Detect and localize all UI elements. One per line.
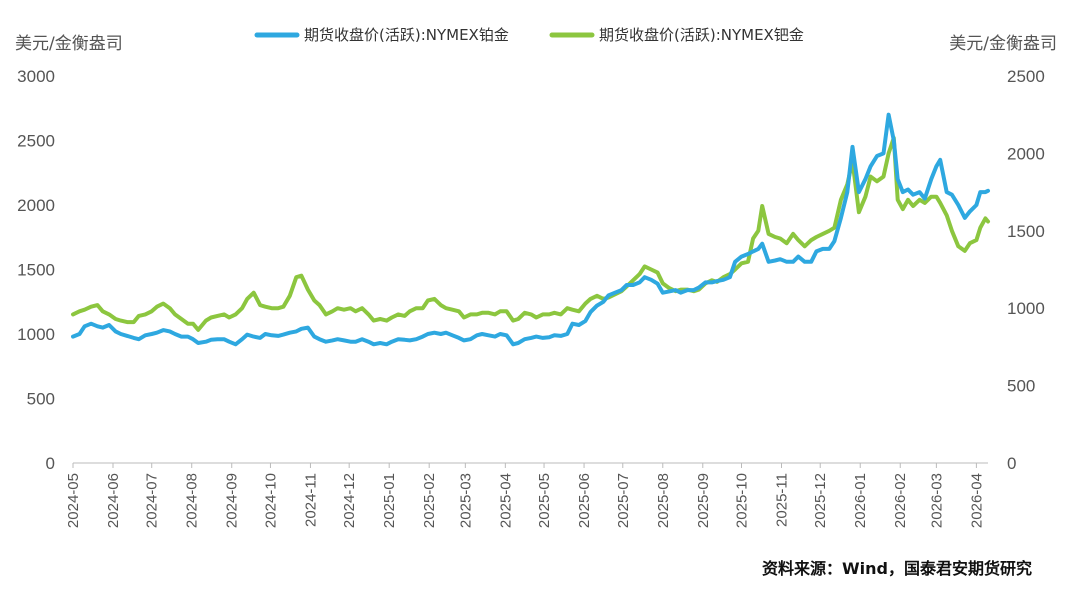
x-tick-label: 2026-03 <box>928 473 945 528</box>
y-left-tick-label: 1500 <box>17 261 55 280</box>
x-tick-label: 2026-02 <box>892 473 909 528</box>
x-tick-label: 2024-11 <box>302 473 319 527</box>
y-right-unit-label: 美元/金衡盎司 <box>949 34 1057 54</box>
x-tick-label: 2024-09 <box>224 473 241 528</box>
y-left-tick-label: 1000 <box>17 325 55 344</box>
y-right-tick-label: 2000 <box>1007 144 1045 163</box>
x-tick-label: 2025-08 <box>655 473 672 528</box>
x-tick-label: 2025-01 <box>381 473 398 528</box>
x-tick-label: 2026-04 <box>968 473 985 528</box>
y-left-tick-label: 2000 <box>17 196 55 215</box>
x-tick-label: 2025-02 <box>421 473 438 528</box>
y-right-tick-label: 1000 <box>1007 299 1045 318</box>
legend-label-platinum: 期货收盘价(活跃):NYMEX铂金 <box>304 26 509 44</box>
y-left-tick-label: 500 <box>27 390 55 409</box>
x-tick-label: 2024-06 <box>105 473 122 528</box>
source-note: 资料来源：Wind，国泰君安期货研究 <box>762 559 1032 578</box>
x-tick-label: 2025-03 <box>457 473 474 528</box>
y-left-unit-label: 美元/金衡盎司 <box>15 34 123 54</box>
x-tick-label: 2024-12 <box>341 473 358 528</box>
x-tick-label: 2024-07 <box>144 473 161 528</box>
y-right-tick-label: 500 <box>1007 377 1035 396</box>
x-tick-label: 2025-05 <box>536 473 553 528</box>
series-line-platinum <box>71 112 990 347</box>
y-left-tick-label: 2500 <box>17 132 55 151</box>
x-tick-label: 2024-05 <box>65 473 82 528</box>
series-lines <box>71 112 990 347</box>
x-tick-label: 2025-10 <box>734 473 751 528</box>
legend: 期货收盘价(活跃):NYMEX铂金 期货收盘价(活跃):NYMEX钯金 <box>254 26 804 44</box>
x-tick-label: 2025-07 <box>615 473 632 528</box>
x-tick-label: 2025-04 <box>497 473 514 528</box>
x-tick-label: 2025-12 <box>812 473 829 528</box>
legend-label-palladium: 期货收盘价(活跃):NYMEX钯金 <box>599 26 804 44</box>
x-tick-label: 2025-09 <box>695 473 712 528</box>
y-left-tick-label: 0 <box>46 454 55 473</box>
y-right-tick-label: 1500 <box>1007 222 1045 241</box>
x-tick-label: 2026-01 <box>852 473 869 528</box>
y-left-axis: 0 500 1000 1500 2000 2500 3000 <box>17 67 55 473</box>
y-right-tick-label: 0 <box>1007 454 1016 473</box>
x-axis: 2024-05 2024-06 2024-07 2024-08 2024-09 2024-… <box>65 462 988 528</box>
x-tick-label: 2024-10 <box>262 473 279 528</box>
y-right-axis: 0 500 1000 1500 2000 2500 <box>1007 67 1045 473</box>
x-tick-label: 2025-11 <box>774 473 791 527</box>
y-left-tick-label: 3000 <box>17 67 55 86</box>
x-tick-label: 2024-08 <box>184 473 201 528</box>
y-right-tick-label: 2500 <box>1007 67 1045 86</box>
x-tick-label: 2025-06 <box>576 473 593 528</box>
